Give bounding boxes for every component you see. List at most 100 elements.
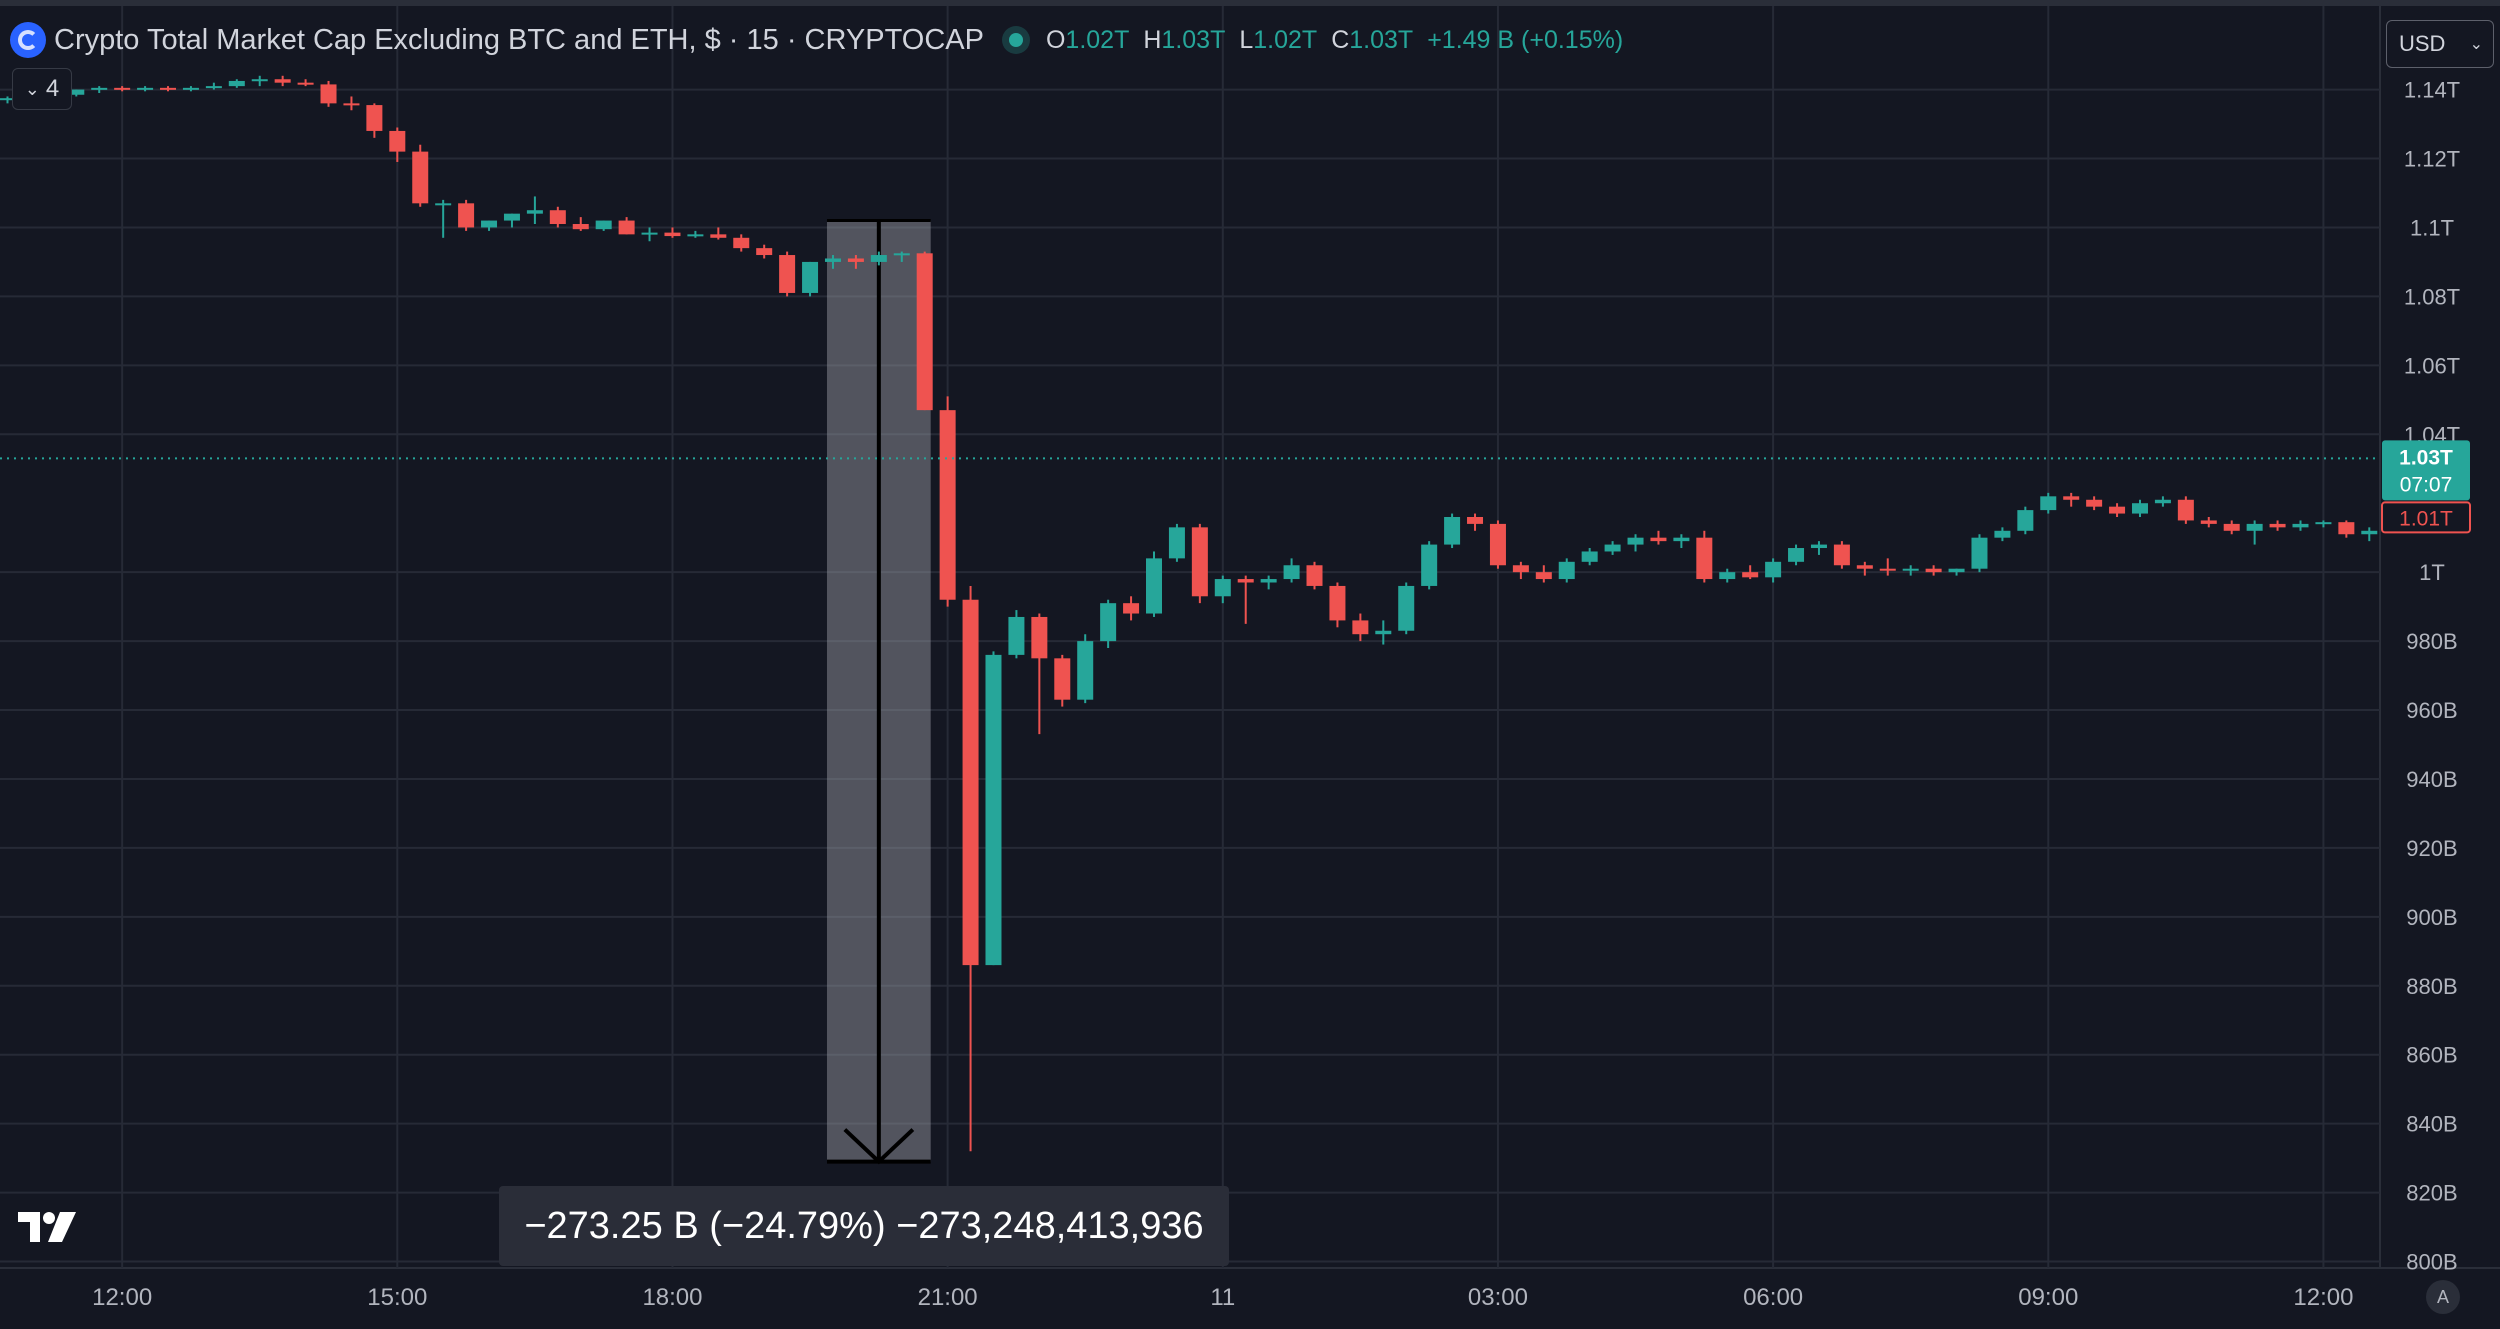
candle-body: [664, 232, 681, 237]
candle-body: [1673, 537, 1690, 542]
indicators-toggle-button[interactable]: ⌄ 4: [12, 68, 72, 110]
candle-body: [526, 210, 543, 214]
candle-body: [2269, 523, 2286, 528]
candle-body: [1306, 565, 1323, 586]
candle-body: [274, 79, 291, 83]
candle-body: [2131, 503, 2148, 514]
price-axis[interactable]: 1.14T1.12T1.1T1.08T1.06T1.04T1T980B960B9…: [2381, 78, 2471, 1275]
candle-body: [251, 79, 268, 82]
candle-body: [320, 84, 337, 104]
candle-body: [779, 255, 796, 293]
candle-body: [2109, 506, 2126, 514]
price-tick-label: 900B: [2406, 905, 2457, 930]
cryptocap-symbol-icon: [10, 22, 46, 58]
ohlc-values: O1.02T H1.03T L1.02T C1.03T: [1046, 26, 1413, 55]
candle-body: [1788, 548, 1805, 562]
tradingview-logo-icon[interactable]: [18, 1210, 80, 1244]
candle-body: [1925, 568, 1942, 573]
time-axis[interactable]: 12:00 15:00 18:00 21:00 11 03:00 06:00 09:00 12:…: [92, 1284, 2353, 1311]
candle-body: [1191, 527, 1208, 597]
candle-body: [2154, 499, 2171, 504]
auto-scale-button[interactable]: A: [2426, 1280, 2460, 1314]
candle-body: [137, 87, 154, 90]
price-change: +1.49 B (+0.15%): [1427, 25, 1624, 54]
candle-body: [824, 258, 841, 262]
current-price-value: 1.03T: [2399, 446, 2453, 469]
candle-body: [343, 103, 360, 106]
candle-body: [2292, 523, 2309, 528]
candle-body: [802, 261, 819, 293]
candle-body: [1971, 537, 1988, 569]
candle-body: [618, 220, 635, 235]
candle-body: [985, 654, 1002, 966]
candle-body: [2040, 496, 2057, 511]
ohlc-open: O1.02T: [1045, 25, 1130, 54]
candle-body: [733, 237, 750, 249]
candles: [0, 75, 2378, 1152]
candle-body: [1810, 544, 1827, 549]
candle-body: [962, 599, 979, 966]
candle-body: [1856, 565, 1873, 569]
price-tick-label: 1.08T: [2404, 284, 2460, 309]
candle-body: [1765, 561, 1782, 578]
candle-body: [1237, 579, 1254, 583]
candle-body: [366, 105, 383, 131]
price-tick-label: 880B: [2406, 974, 2457, 999]
candle-body: [1398, 585, 1415, 631]
candle-body: [1100, 603, 1117, 642]
candle-body: [1421, 544, 1438, 586]
secondary-price-tag: [2381, 501, 2471, 534]
candle-body: [1902, 568, 1919, 571]
candle-body: [939, 410, 956, 600]
currency-select[interactable]: USD ⌄: [2386, 20, 2494, 68]
candle-body: [1719, 572, 1736, 580]
chevron-down-icon: ⌄: [2469, 36, 2483, 53]
candle-body: [1467, 517, 1484, 524]
price-tick-label: 1.06T: [2404, 353, 2460, 378]
arrow-down-icon: [843, 1128, 915, 1165]
candle-body: [710, 234, 727, 238]
candle-body: [2223, 523, 2240, 531]
grid-lines: [0, 0, 2500, 1269]
symbol-title[interactable]: Crypto Total Market Cap Excluding BTC an…: [54, 23, 984, 56]
candle-body: [1948, 568, 1965, 573]
candle-body: [1123, 603, 1140, 614]
candle-body: [2338, 522, 2355, 535]
candle-body: [458, 203, 475, 228]
candle-body: [1650, 537, 1667, 542]
candle-body: [2246, 523, 2263, 531]
candle-body: [114, 87, 131, 90]
candle-body: [205, 86, 222, 89]
candle-body: [870, 255, 887, 262]
measure-tool[interactable]: [826, 219, 931, 1165]
price-tick-label: 960B: [2406, 698, 2457, 723]
candle-body: [412, 151, 429, 204]
chevron-down-icon: ⌄: [24, 78, 40, 99]
candle-body: [1329, 585, 1346, 621]
ohlc-close: C1.03T: [1331, 25, 1414, 54]
time-tick-label: 18:00: [642, 1284, 702, 1311]
candle-body: [1535, 572, 1552, 580]
candle-body: [1375, 630, 1392, 635]
candle-body: [389, 130, 406, 152]
price-tick-label: 800B: [2406, 1250, 2457, 1275]
candle-body: [1283, 565, 1300, 580]
candle-body: [756, 248, 773, 256]
candle-body: [1994, 530, 2011, 538]
candle-body: [2063, 496, 2080, 500]
candle-body: [68, 89, 85, 95]
price-tick-label: 860B: [2406, 1043, 2457, 1068]
candle-body: [549, 210, 566, 225]
price-tick-label: 820B: [2406, 1181, 2457, 1206]
candle-body: [1696, 537, 1713, 580]
candle-body: [297, 82, 314, 85]
price-tick-label: 1.1T: [2410, 215, 2454, 240]
market-open-dot-icon: [1001, 26, 1030, 54]
candle-body: [1489, 523, 1506, 566]
currency-label: USD: [2399, 31, 2446, 56]
candle-body: [2017, 510, 2034, 531]
time-tick-label: 03:00: [1468, 1284, 1528, 1311]
candle-body: [1558, 561, 1575, 580]
candle-body: [1879, 568, 1896, 571]
